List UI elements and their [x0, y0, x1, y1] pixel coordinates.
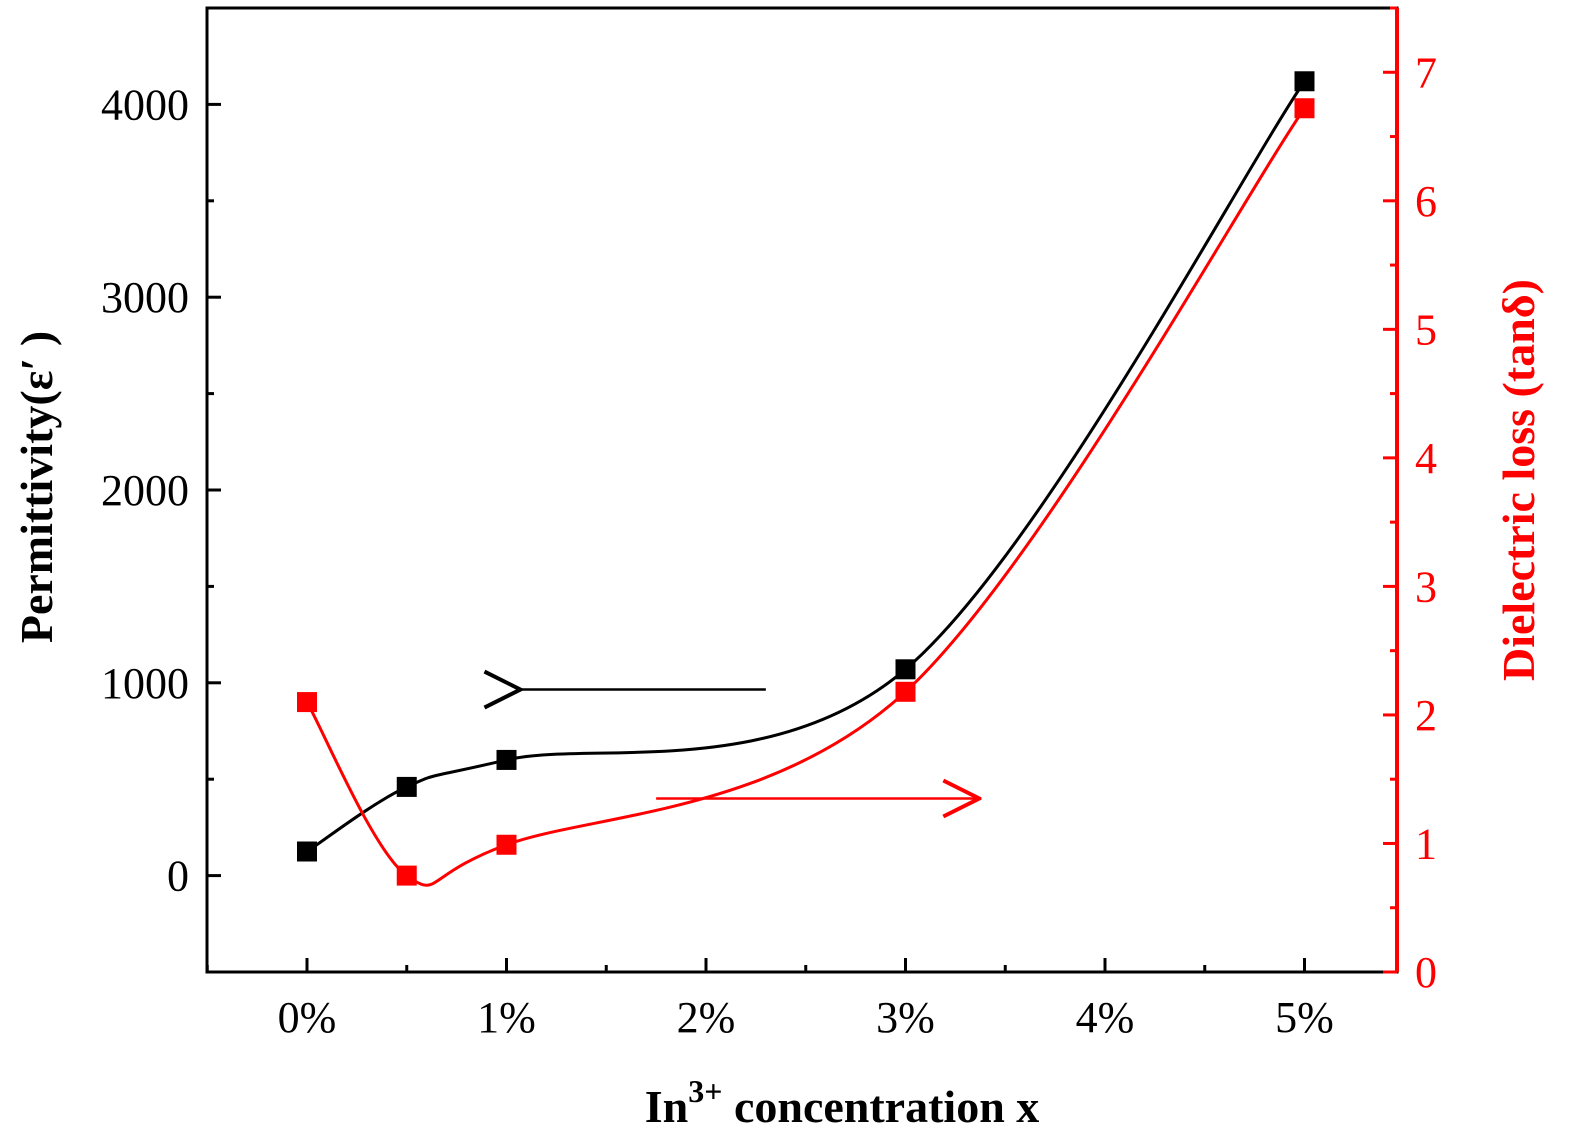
series-curves	[305, 80, 1306, 887]
y-right-tick-label: 2	[1415, 691, 1437, 740]
dielectric-loss-marker	[895, 681, 916, 702]
dielectric-loss-marker	[1294, 98, 1315, 119]
y-right-tick-label: 7	[1415, 48, 1437, 97]
direction-arrows	[520, 690, 979, 799]
right-y-axis-title: Dielectric loss (tanδ)	[1493, 279, 1544, 681]
x-tick-label: 0%	[278, 993, 337, 1042]
y-left-tick-label: 3000	[101, 273, 189, 322]
axis-titles: In3+ concentration x Permittivity(ε′ ) D…	[11, 279, 1544, 1132]
permittivity-marker	[396, 776, 417, 797]
x-tick-label: 4%	[1076, 993, 1135, 1042]
dielectric-loss-curve	[305, 107, 1306, 887]
x-axis-title-superscript: 3+	[688, 1073, 722, 1109]
permittivity-curve	[306, 80, 1306, 853]
series-markers	[297, 71, 1315, 886]
y-left-tick-label: 2000	[101, 466, 189, 515]
x-axis-title: In3+ concentration x	[645, 1073, 1040, 1132]
y-right-tick-label: 4	[1415, 434, 1437, 483]
plot-area	[205, 6, 1399, 974]
x-axis-title-rest: concentration x	[722, 1081, 1039, 1132]
x-axis-title-base: In	[645, 1081, 688, 1132]
dielectric-loss-marker	[396, 865, 417, 886]
y-right-tick-label: 1	[1415, 819, 1437, 868]
axes: 0% 1% 2% 3% 4% 5% 0 1000 2000 3000 4000 0 1 2 3 4 5 6 7	[101, 6, 1437, 1042]
dielectric-loss-marker	[297, 692, 317, 713]
left-y-axis-title: Permittivity(ε′ )	[11, 331, 62, 643]
y-right-tick-label: 3	[1415, 562, 1437, 611]
y-left-tick-label: 0	[167, 852, 189, 901]
permittivity-marker	[297, 841, 317, 862]
dielectric-loss-marker	[496, 834, 517, 855]
x-tick-label: 5%	[1275, 993, 1334, 1042]
y-right-tick-label: 6	[1415, 177, 1437, 226]
permittivity-marker	[1294, 71, 1315, 92]
y-right-tick-label: 5	[1415, 305, 1437, 354]
x-tick-label: 3%	[876, 993, 935, 1042]
y-right-tick-label: 0	[1415, 948, 1437, 997]
plot-border	[205, 6, 1399, 974]
y-left-tick-label: 4000	[101, 80, 189, 129]
x-tick-label: 1%	[477, 993, 536, 1042]
permittivity-marker	[496, 749, 517, 770]
x-tick-label: 2%	[677, 993, 736, 1042]
permittivity-marker	[895, 659, 916, 680]
y-left-tick-label: 1000	[101, 659, 189, 708]
